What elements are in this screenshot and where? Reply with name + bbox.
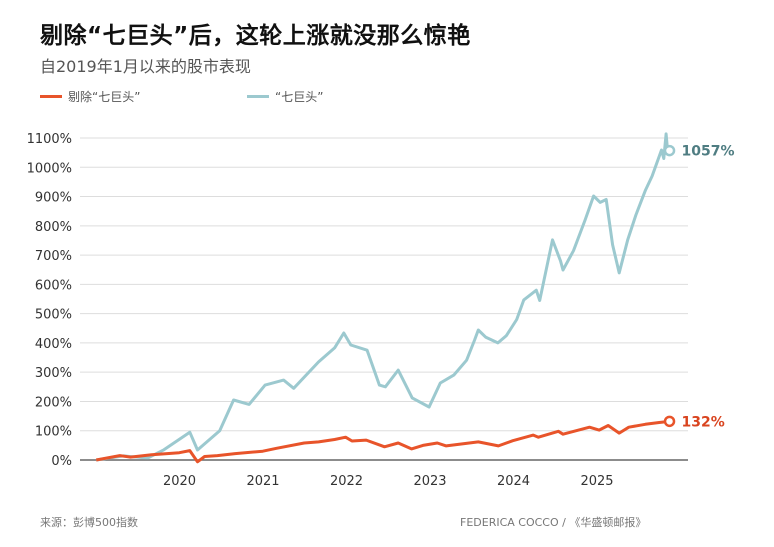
x-tick-label: 2025 <box>580 474 613 489</box>
y-tick-label: 1000% <box>27 161 72 176</box>
x-tick-label: 2023 <box>413 474 446 489</box>
legend-swatch <box>40 95 62 98</box>
y-tick-label: 900% <box>35 191 72 206</box>
y-tick-label: 700% <box>35 249 72 264</box>
y-tick-label: 1100% <box>27 132 72 147</box>
credit-note: FEDERICA COCCO / 《华盛顿邮报》 <box>460 516 647 529</box>
y-tick-label: 0% <box>51 454 72 469</box>
legend-item-mag7: “七巨头” <box>247 88 323 105</box>
y-tick-label: 200% <box>35 395 72 410</box>
y-tick-label: 500% <box>35 308 72 323</box>
y-tick-label: 400% <box>35 337 72 352</box>
y-tick-label: 800% <box>35 220 72 235</box>
y-tick-label: 100% <box>35 425 72 440</box>
y-tick-label: 300% <box>35 366 72 381</box>
x-tick-label: 2024 <box>497 474 530 489</box>
legend-label: 剔除“七巨头” <box>68 90 141 104</box>
end-point-marker <box>663 144 676 157</box>
y-tick-label: 600% <box>35 278 72 293</box>
legend-label: “七巨头” <box>275 90 324 104</box>
source-note: 来源：彭博500指数 <box>40 516 138 529</box>
legend-item-ex-mag7: 剔除“七巨头” <box>40 88 140 105</box>
end-point-marker <box>663 415 676 428</box>
chart-subtitle: 自2019年1月以来的股市表现 <box>40 57 251 76</box>
end-value-label: 1057% <box>682 144 735 160</box>
series-line <box>95 132 671 462</box>
series-line <box>95 419 670 464</box>
end-value-label: 132% <box>682 414 725 430</box>
x-tick-label: 2021 <box>246 474 279 489</box>
legend-swatch <box>247 95 269 98</box>
x-tick-label: 2022 <box>330 474 363 489</box>
chart-title: 剔除“七巨头”后，这轮上涨就没那么惊艳 <box>40 23 471 49</box>
x-tick-label: 2020 <box>163 474 196 489</box>
